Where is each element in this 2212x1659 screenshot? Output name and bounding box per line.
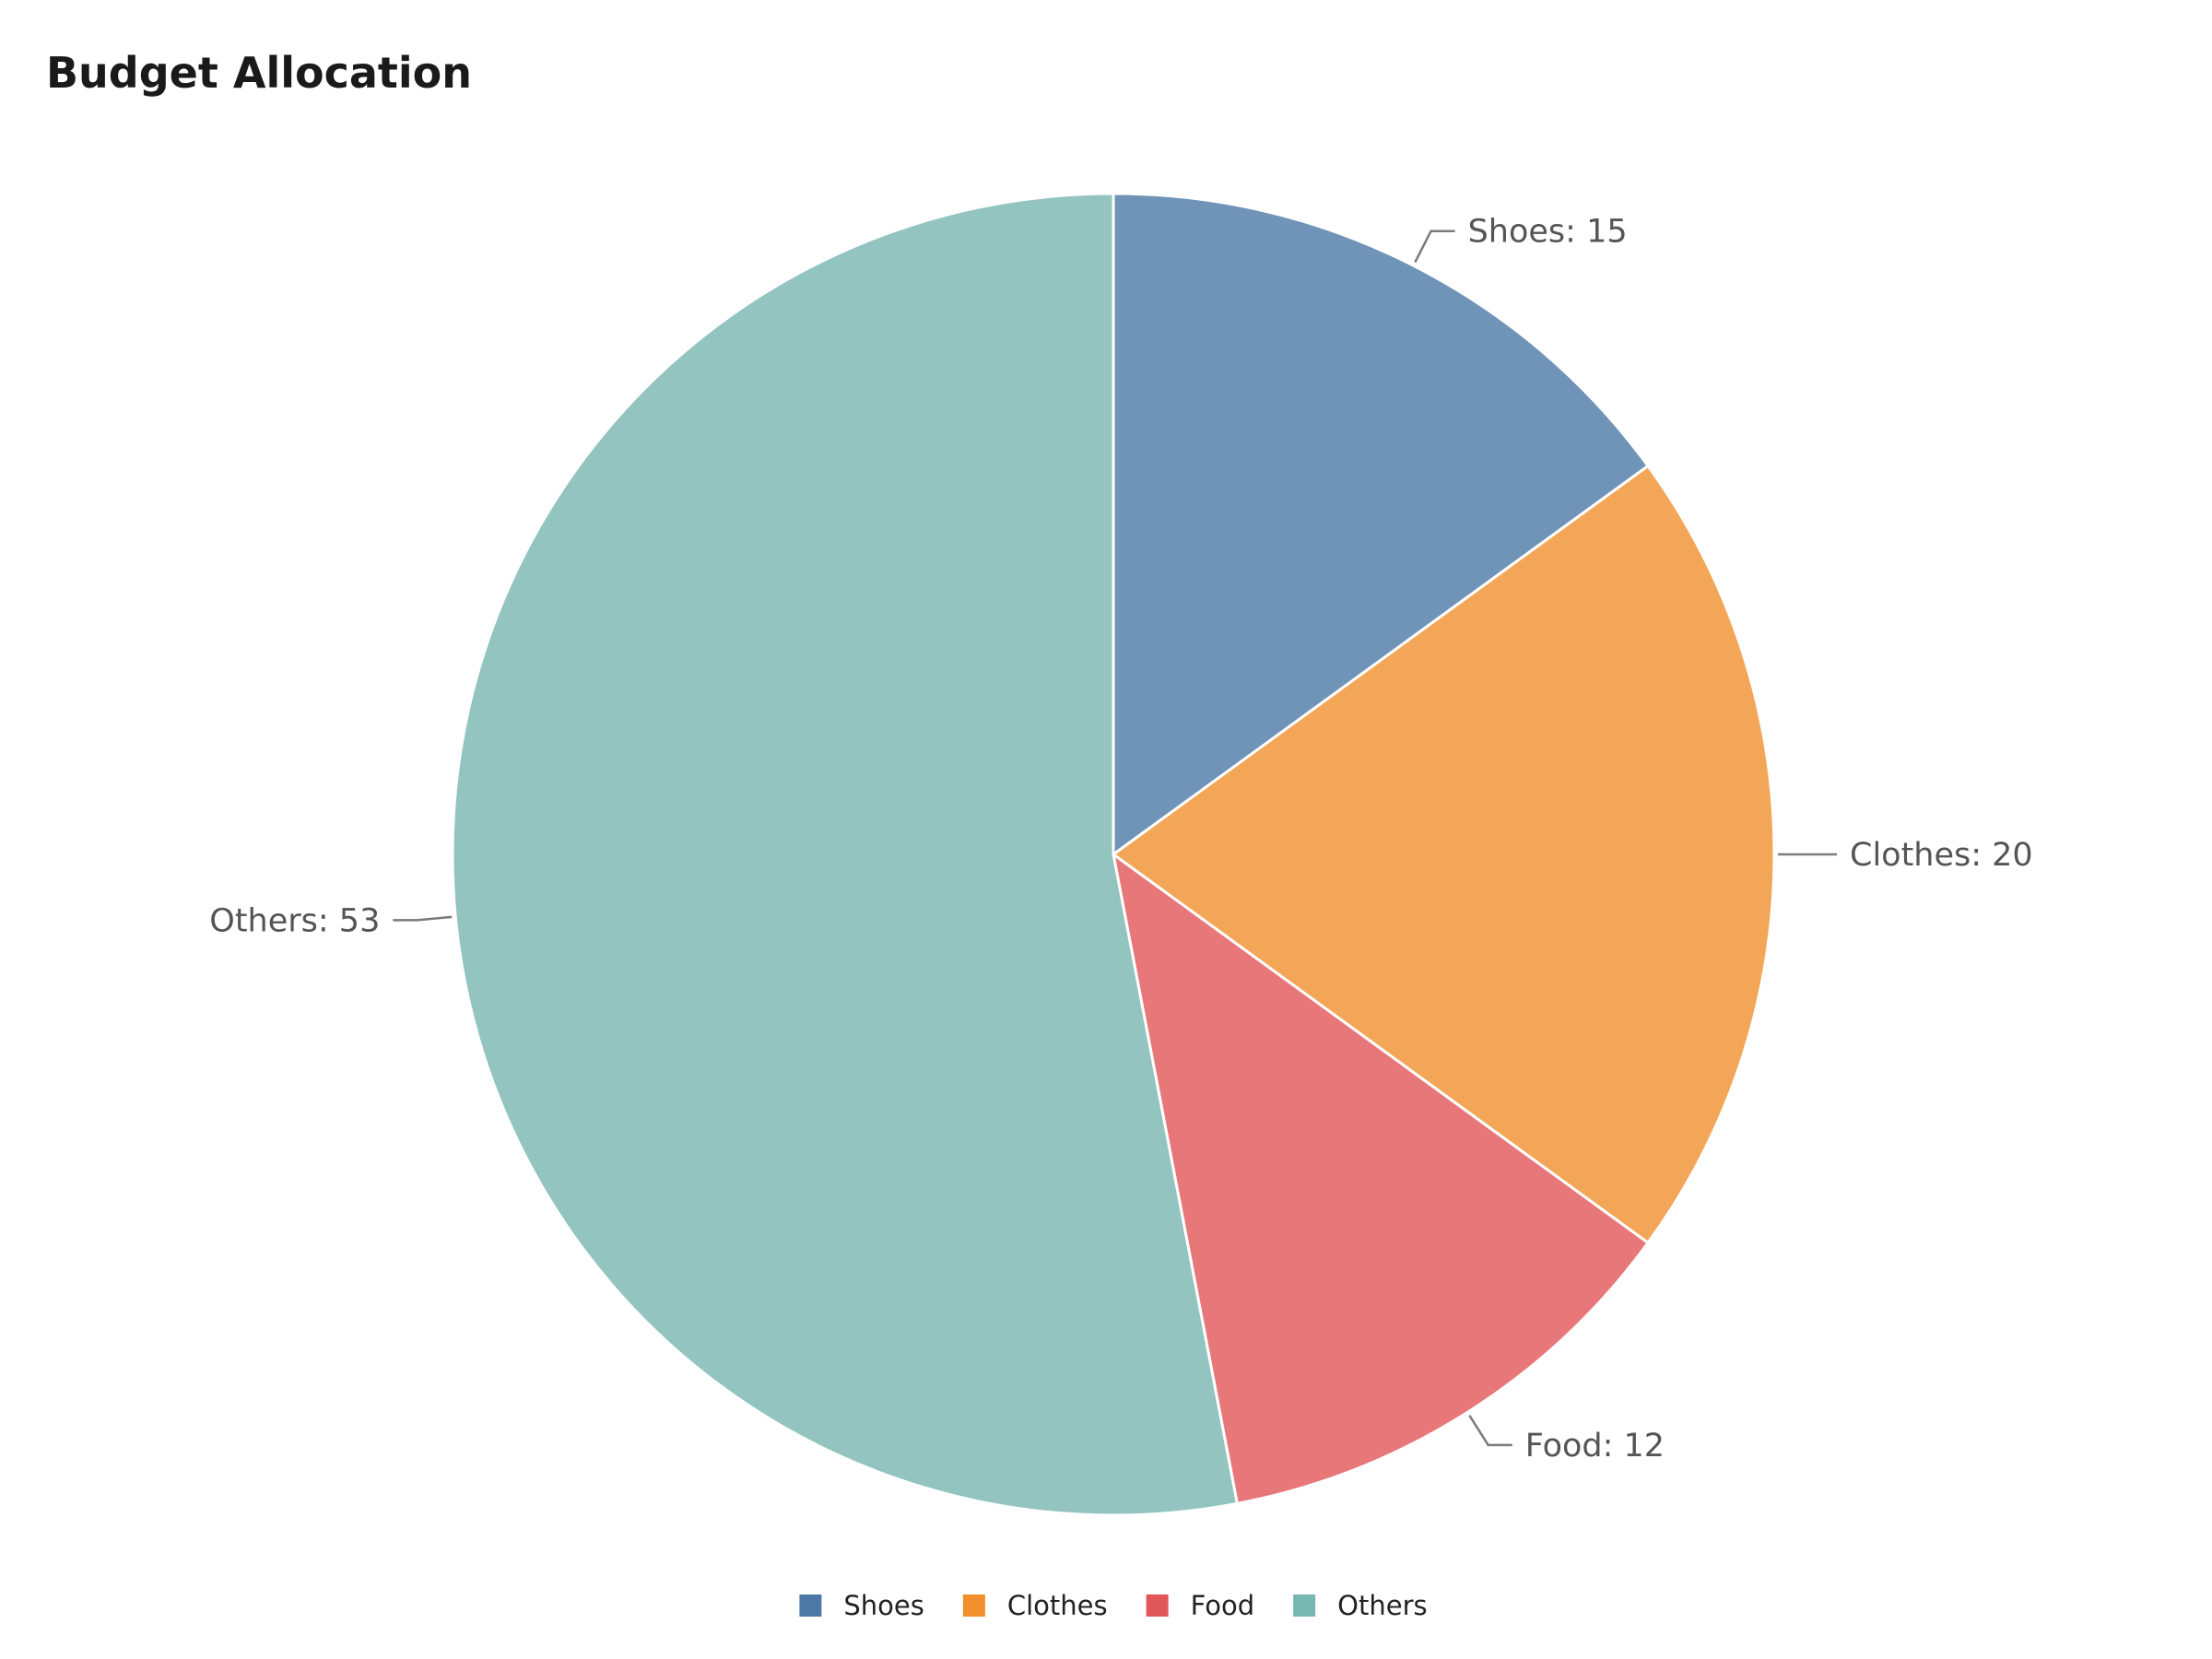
slice-label-shoes: Shoes: 15 [1468,214,1628,251]
chart-title: Budget Allocation [46,48,472,98]
legend-label-shoes: Shoes [843,1590,924,1621]
legend-swatch-others [1293,1594,1316,1617]
legend-label-others: Others [1337,1590,1427,1621]
legend-swatch-food [1146,1594,1169,1617]
pie-slice-others [451,192,1239,1517]
leader-line-shoes [1414,229,1455,264]
leader-line-others [393,915,453,922]
legend-item-others: Others [1293,1590,1428,1621]
pie-slice-clothes [1112,465,1776,1244]
legend-item-food: Food [1146,1590,1255,1621]
legend-label-food: Food [1191,1590,1255,1621]
slice-label-clothes: Clothes: 20 [1850,837,2033,874]
legend-label-clothes: Clothes [1007,1590,1108,1621]
legend-swatch-clothes [962,1594,985,1617]
pie-slices [451,192,1776,1517]
slice-labels: Shoes: 15 Clothes: 20 Food: 12 Others: 53 [209,214,2032,1465]
leader-line-food [1468,1415,1512,1447]
slice-label-food: Food: 12 [1525,1428,1665,1465]
legend-item-clothes: Clothes [962,1590,1108,1621]
slice-label-others: Others: 53 [209,902,380,939]
pie-slice-shoes [1112,192,1650,856]
pie-slice-food [1112,853,1650,1505]
legend-swatch-shoes [799,1594,822,1617]
legend: Shoes Clothes Food Others [799,1590,1428,1621]
legend-item-shoes: Shoes [799,1590,924,1621]
